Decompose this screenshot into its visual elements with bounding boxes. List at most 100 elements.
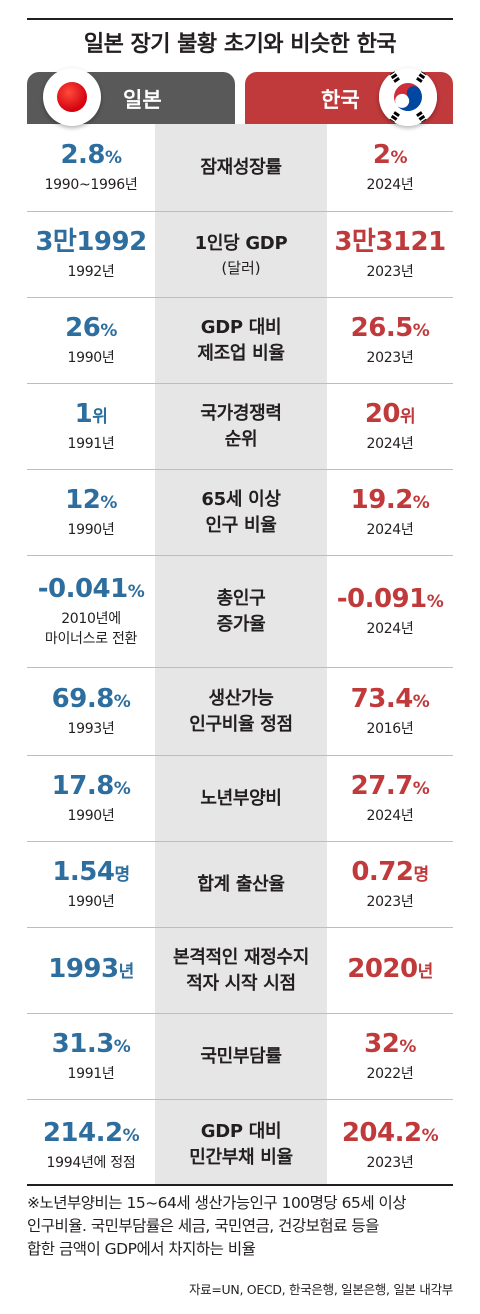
korea-unit: 년 <box>417 962 434 982</box>
bottom-rule <box>27 1184 453 1186</box>
korea-unit: 위 <box>400 407 416 427</box>
table-row: 1.54명 1990년 합계 출산율 0.72명 2023년 <box>27 842 453 928</box>
japan-unit: % <box>100 321 117 341</box>
korea-number: 2020 <box>347 954 418 984</box>
japan-value: -0.041% <box>38 574 145 607</box>
korea-unit: % <box>426 592 444 612</box>
indicator-cell: 국가경쟁력 순위 <box>155 384 327 469</box>
indicator-label: GDP 대비 <box>200 1121 282 1142</box>
japan-unit: 위 <box>92 407 108 427</box>
korea-number: 204.2 <box>341 1117 422 1148</box>
korea-cell: 3만3121 2023년 <box>327 212 453 297</box>
japan-year: 1990년 <box>67 522 115 538</box>
japan-value: 214.2% <box>42 1117 140 1151</box>
japan-year: 1990년 <box>67 350 115 366</box>
japan-unit: 년 <box>118 962 135 982</box>
indicator-label: 잠재성장률 <box>200 156 282 178</box>
indicator-label: GDP 대비 <box>200 316 282 338</box>
footnote-line: 합한 금액이 GDP에서 차지하는 비율 <box>27 1240 256 1258</box>
japan-cell: 214.2% 1994년에 정점 <box>27 1100 155 1190</box>
korea-cell: 2020년 <box>327 928 453 1013</box>
japan-number: 31.3 <box>51 1029 115 1059</box>
indicator-cell: 생산가능 인구비율 정점 <box>155 668 327 755</box>
indicator-label: 본격적인 재정수지 <box>172 946 310 968</box>
table-row: 1위 1991년 국가경쟁력 순위 20위 2024년 <box>27 384 453 470</box>
japan-year: 1993년 <box>67 721 115 737</box>
korea-flag-icon <box>379 68 437 126</box>
indicator-cell: 65세 이상 인구 비율 <box>155 470 327 555</box>
korea-value: 73.4% <box>351 684 430 717</box>
japan-unit: % <box>122 1125 140 1146</box>
korea-unit: % <box>412 321 430 341</box>
korea-cell: 0.72명 2023년 <box>327 842 453 927</box>
korea-unit: % <box>421 1125 439 1146</box>
korea-value: 26.5% <box>351 313 430 346</box>
japan-number: 26 <box>65 313 101 343</box>
japan-unit: % <box>127 582 145 602</box>
table-row: 31.3% 1991년 국민부담률 32% 2022년 <box>27 1014 453 1100</box>
korea-cell: 26.5% 2023년 <box>327 298 453 383</box>
korea-year: 2023년 <box>366 264 414 280</box>
korea-unit: % <box>399 1037 416 1057</box>
indicator-cell: GDP 대비 민간부채 비율 <box>155 1100 327 1190</box>
japan-unit: 명 <box>114 865 131 885</box>
japan-cell: 12% 1990년 <box>27 470 155 555</box>
indicator-cell: 국민부담률 <box>155 1014 327 1099</box>
korea-number: -0.091 <box>336 584 428 614</box>
comparison-header: 일본 한국 <box>27 68 453 126</box>
japan-value: 1993년 <box>48 954 134 987</box>
indicator-label: 생산가능 <box>208 687 274 709</box>
korea-unit: % <box>412 493 430 513</box>
korea-cell: 19.2% 2024년 <box>327 470 453 555</box>
korea-header-label: 한국 <box>321 88 360 112</box>
indicator-cell: 총인구 증가율 <box>155 556 327 667</box>
korea-unit: % <box>412 692 430 712</box>
korea-value: 0.72명 <box>351 857 429 890</box>
japan-value: 26% <box>65 313 117 346</box>
japan-year: 1990년 <box>67 808 115 824</box>
japan-number: 1.54 <box>52 857 115 887</box>
korea-number: 3만3121 <box>334 227 446 257</box>
japan-cell: 1.54명 1990년 <box>27 842 155 927</box>
indicator-column-band <box>155 124 327 1184</box>
japan-value: 3만1992 <box>35 227 147 260</box>
indicator-label-line2: 적자 시작 시점 <box>186 972 296 994</box>
footnote-line: 인구비율. 국민부담률은 세금, 국민연금, 건강보험료 등을 <box>27 1217 379 1235</box>
indicator-label: 총인구 <box>216 587 266 609</box>
japan-year: 1990~1996년 <box>44 177 138 193</box>
korea-year: 2024년 <box>366 522 414 538</box>
japan-number: 12 <box>65 485 101 515</box>
korea-number: 19.2 <box>350 485 414 515</box>
japan-header: 일본 <box>27 68 235 126</box>
korea-header: 한국 <box>245 68 453 126</box>
indicator-label: 노년부양비 <box>200 787 282 809</box>
japan-number: 214.2 <box>42 1117 123 1148</box>
korea-year: 2024년 <box>366 436 414 452</box>
japan-cell: 17.8% 1990년 <box>27 756 155 841</box>
indicator-cell: 잠재성장률 <box>155 124 327 211</box>
korea-number: 26.5 <box>350 313 414 343</box>
japan-cell: 3만1992 1992년 <box>27 212 155 297</box>
japan-value: 1위 <box>75 399 108 432</box>
footnote-line: ※노년부양비는 15~64세 생산가능인구 100명당 65세 이상 <box>27 1194 407 1212</box>
japan-value: 31.3% <box>52 1029 131 1062</box>
korea-value: 19.2% <box>351 485 430 518</box>
korea-number: 2 <box>372 140 391 170</box>
korea-value: -0.091% <box>337 584 444 617</box>
korea-year: 2023년 <box>366 1154 414 1171</box>
japan-number: 69.8 <box>51 684 115 714</box>
japan-value: 2.8% <box>60 140 122 173</box>
japan-year: 1994년에 정점 <box>46 1154 136 1171</box>
table-row: 12% 1990년 65세 이상 인구 비율 19.2% 2024년 <box>27 470 453 556</box>
korea-unit: % <box>412 779 430 799</box>
table-row: 1993년 본격적인 재정수지 적자 시작 시점 2020년 <box>27 928 453 1014</box>
table-row: 214.2% 1994년에 정점 GDP 대비 민간부채 비율 204.2% 2023년 <box>27 1100 453 1190</box>
indicator-label: 1인당 GDP <box>194 232 288 254</box>
japan-value: 1.54명 <box>52 857 131 890</box>
japan-cell: 1위 1991년 <box>27 384 155 469</box>
indicator-label-line2: 제조업 비율 <box>197 342 285 364</box>
japan-number: 3만1992 <box>35 227 147 257</box>
japan-value: 17.8% <box>52 771 131 804</box>
indicator-label: 국가경쟁력 <box>200 402 282 424</box>
